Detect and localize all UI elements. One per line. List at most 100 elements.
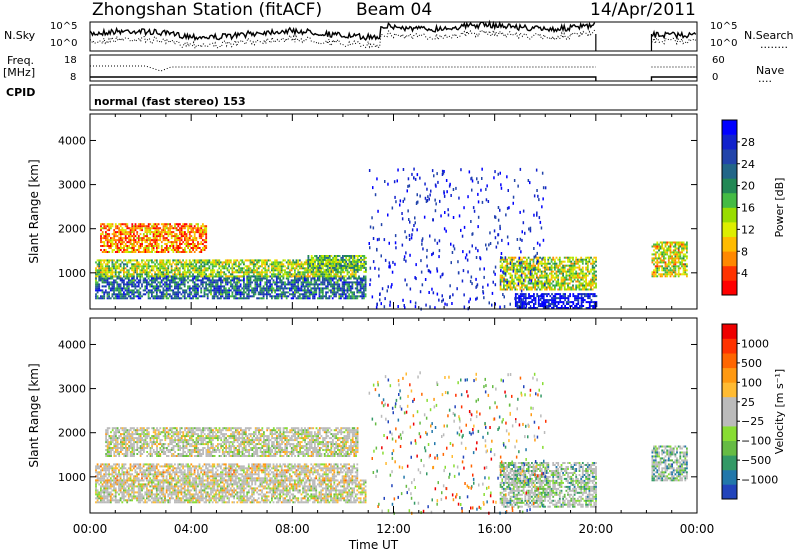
power-cell — [682, 255, 685, 258]
power-cell — [585, 274, 587, 277]
power-cell — [351, 297, 354, 300]
power-cell — [591, 266, 594, 269]
power-cell — [328, 289, 331, 292]
power-cell — [136, 277, 138, 280]
power-cell — [160, 247, 163, 249]
power-cell — [658, 247, 660, 250]
power-cell — [119, 277, 122, 280]
power-cell — [198, 259, 201, 262]
power-cell — [354, 263, 357, 266]
power-cell — [254, 265, 257, 268]
power-cell — [203, 261, 206, 264]
power-cell — [667, 269, 670, 272]
power-cell — [271, 295, 273, 298]
power-cell — [550, 268, 553, 271]
power-cell — [124, 231, 127, 234]
power-cell — [233, 275, 235, 278]
power-cell — [118, 277, 120, 280]
power-cell — [315, 293, 318, 296]
power-cell — [537, 284, 540, 287]
power-cell — [241, 291, 244, 294]
power-cell — [179, 223, 181, 226]
power-cell — [132, 271, 135, 274]
power-cell — [654, 273, 657, 276]
power-cell — [583, 284, 586, 287]
power-cell — [216, 295, 219, 298]
power-cell — [297, 275, 300, 278]
power-cell — [677, 257, 680, 260]
power-cell — [586, 264, 589, 267]
power-cell — [220, 285, 222, 288]
power-scatter — [411, 233, 413, 237]
power-cell — [247, 283, 250, 286]
power-cell — [365, 260, 367, 263]
power-cell — [192, 247, 194, 249]
power-cell — [109, 269, 112, 272]
power-cell — [582, 299, 585, 302]
power-scatter — [482, 285, 484, 289]
power-cell — [149, 291, 152, 294]
power-cell — [297, 285, 300, 288]
power-cell — [346, 295, 349, 298]
power-cell — [123, 285, 125, 288]
power-cell — [175, 259, 178, 262]
power-cell — [672, 257, 675, 260]
power-cell — [282, 273, 285, 276]
power-scatter — [530, 279, 532, 283]
power-cell — [310, 279, 313, 282]
power-cell — [95, 261, 97, 264]
power-cell — [340, 293, 342, 296]
power-cell — [535, 288, 538, 291]
power-cell — [193, 243, 196, 245]
power-cell — [558, 288, 561, 291]
power-cell — [116, 275, 119, 278]
power-cell — [160, 273, 163, 276]
power-scatter — [441, 299, 443, 303]
power-cell — [165, 295, 168, 298]
power-cell — [523, 305, 525, 307]
power-cell — [109, 287, 112, 290]
power-cell — [516, 284, 518, 287]
power-cell — [156, 241, 158, 244]
power-cell — [353, 270, 356, 273]
power-cell — [343, 255, 346, 257]
power-cell — [686, 269, 688, 272]
power-cell — [192, 289, 194, 292]
power-cell — [172, 243, 175, 245]
nsky-trace-late — [651, 29, 697, 40]
noise-panel-frame — [89, 21, 698, 52]
power-cell — [147, 227, 150, 230]
power-cell — [113, 231, 116, 234]
power-cell — [175, 247, 178, 249]
power-cell — [95, 267, 97, 270]
power-cell — [119, 225, 122, 228]
power-cell — [264, 273, 267, 276]
power-scatter — [520, 261, 522, 265]
power-cell — [154, 297, 156, 300]
power-cell — [287, 275, 290, 278]
power-cell — [188, 275, 191, 278]
power-cell — [338, 295, 341, 298]
power-cell — [580, 276, 583, 279]
power-cell — [134, 239, 137, 242]
power-cell — [671, 241, 673, 244]
power-cell — [575, 295, 578, 298]
power-cell — [499, 260, 502, 263]
power-cell — [147, 273, 150, 276]
power-cell — [197, 227, 199, 230]
power-cell — [540, 260, 543, 263]
power-cell — [109, 267, 112, 270]
power-cell — [308, 291, 311, 294]
power-cell — [274, 259, 276, 262]
power-cell — [208, 259, 211, 262]
power-cell — [179, 243, 181, 245]
power-cell — [239, 259, 242, 262]
power-cell — [146, 241, 148, 244]
power-cell — [185, 291, 188, 294]
power-cell — [560, 305, 563, 307]
power-cell — [559, 297, 562, 300]
power-cell — [208, 279, 211, 282]
power-cell — [170, 231, 173, 234]
power-cell — [127, 293, 130, 296]
power-cell — [349, 295, 352, 298]
